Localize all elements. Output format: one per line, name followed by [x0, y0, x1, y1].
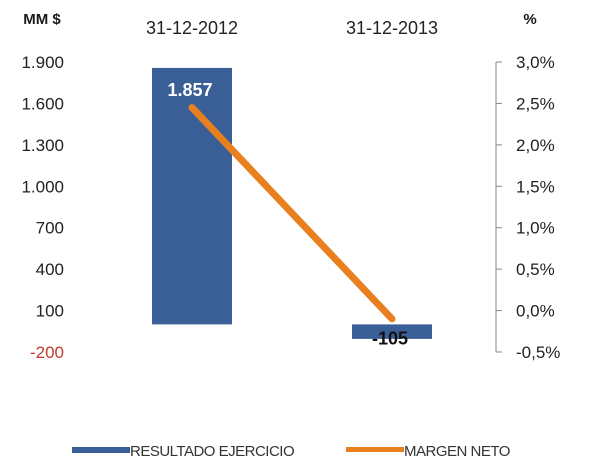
left-axis-title: MM $: [23, 11, 61, 28]
right-tick-label: 1,0%: [516, 219, 555, 238]
legend-label: MARGEN NETO: [404, 443, 510, 460]
line-point: [190, 105, 194, 110]
right-tick-label: 3,0%: [516, 53, 555, 72]
left-tick-label: -200: [30, 343, 64, 362]
data-labels: 1.857 -105: [167, 80, 408, 348]
category-label: 31-12-2012: [146, 18, 238, 38]
left-tick-label: 100: [36, 302, 64, 321]
left-tick-label: 400: [36, 260, 64, 279]
right-tick-label: 0,0%: [516, 302, 555, 321]
margen-neto-line: [188, 104, 396, 323]
left-tick-label: 700: [36, 219, 64, 238]
right-tick-label: 2,5%: [516, 94, 555, 113]
legend: RESULTADO EJERCICIO MARGEN NETO: [72, 443, 510, 460]
line-series: [188, 104, 396, 323]
right-tick-label: 2,0%: [516, 136, 555, 155]
category-label: 31-12-2013: [346, 18, 438, 38]
left-tick-label: 1.300: [21, 136, 64, 155]
legend-swatch: [72, 447, 130, 453]
right-axis-title: %: [523, 11, 536, 28]
left-axis: MM $ -200 100 400 700 1.000 1.300 1.600 1.900: [21, 11, 64, 362]
right-tick-label: 0,5%: [516, 260, 555, 279]
right-axis: % -0,5% 0,0% 0,5% 1,0% 1,5% 2,0% 2,5% 3,0%: [495, 11, 560, 362]
left-tick-label: 1.000: [21, 177, 64, 196]
legend-swatch: [346, 447, 404, 452]
left-tick-label: 1.900: [21, 53, 64, 72]
right-tick-label: -0,5%: [516, 343, 560, 362]
line-point: [390, 316, 394, 321]
bar-data-label: 1.857: [167, 80, 212, 100]
bar: [352, 324, 432, 339]
legend-label: RESULTADO EJERCICIO: [130, 443, 294, 460]
bar-data-label: -105: [372, 328, 408, 348]
right-tick-label: 1,5%: [516, 177, 555, 196]
category-labels: 31-12-2012 31-12-2013: [146, 18, 438, 38]
left-tick-label: 1.600: [21, 94, 64, 113]
